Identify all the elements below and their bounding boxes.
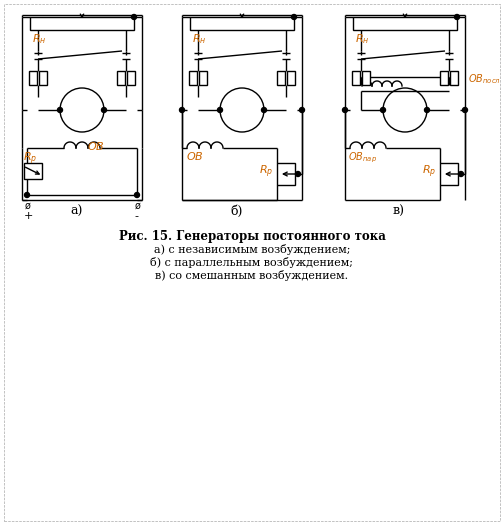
Text: $OB$: $OB$	[87, 140, 105, 152]
Text: б): б)	[230, 205, 242, 218]
Circle shape	[291, 15, 296, 19]
Text: $OB_{посл}$: $OB_{посл}$	[468, 72, 501, 86]
Bar	[450, 71, 458, 85]
Text: в): в)	[393, 205, 405, 218]
Bar	[440, 163, 458, 185]
Circle shape	[25, 193, 30, 197]
Circle shape	[455, 15, 460, 19]
Bar	[440, 71, 448, 85]
Text: Рис. 15. Генераторы постоянного тока: Рис. 15. Генераторы постоянного тока	[118, 230, 386, 243]
Text: в) со смешанным возбуждением.: в) со смешанным возбуждением.	[155, 270, 349, 281]
Circle shape	[262, 108, 267, 112]
Circle shape	[381, 108, 386, 112]
Circle shape	[299, 108, 304, 112]
Bar	[199, 71, 207, 85]
Bar	[29, 71, 37, 85]
Bar	[39, 71, 47, 85]
Circle shape	[295, 172, 300, 176]
Circle shape	[101, 108, 106, 112]
Text: б) с параллельным возбуждением;: б) с параллельным возбуждением;	[151, 257, 353, 268]
Text: +: +	[24, 211, 33, 221]
Bar	[189, 71, 197, 85]
Bar	[190, 17, 294, 30]
Bar	[30, 17, 134, 30]
Text: ø: ø	[135, 201, 141, 211]
Text: -: -	[134, 211, 138, 221]
Circle shape	[179, 108, 184, 112]
Bar	[352, 71, 360, 85]
Text: $R_р$: $R_р$	[259, 163, 273, 180]
Text: $R_р$: $R_р$	[422, 163, 436, 180]
Text: $R_н$: $R_н$	[192, 32, 207, 46]
Bar	[353, 17, 457, 30]
Bar	[277, 163, 295, 185]
Bar	[362, 71, 370, 85]
Text: $OB_{пар}$: $OB_{пар}$	[348, 150, 377, 165]
Bar	[24, 163, 42, 179]
Circle shape	[132, 15, 137, 19]
Circle shape	[343, 108, 347, 112]
Text: а): а)	[70, 205, 82, 218]
Circle shape	[57, 108, 62, 112]
Circle shape	[424, 108, 429, 112]
Circle shape	[218, 108, 222, 112]
Text: а) с независимым возбуждением;: а) с независимым возбуждением;	[154, 244, 350, 255]
Bar	[117, 71, 125, 85]
Text: ø: ø	[25, 201, 31, 211]
Circle shape	[135, 193, 140, 197]
Text: $OB$: $OB$	[186, 150, 204, 162]
Text: $R_н$: $R_н$	[32, 32, 46, 46]
Bar	[127, 71, 135, 85]
Bar	[277, 71, 285, 85]
Text: $R_р$: $R_р$	[23, 150, 37, 167]
Bar	[287, 71, 295, 85]
Text: $R_н$: $R_н$	[355, 32, 369, 46]
Circle shape	[463, 108, 468, 112]
Circle shape	[459, 172, 464, 176]
